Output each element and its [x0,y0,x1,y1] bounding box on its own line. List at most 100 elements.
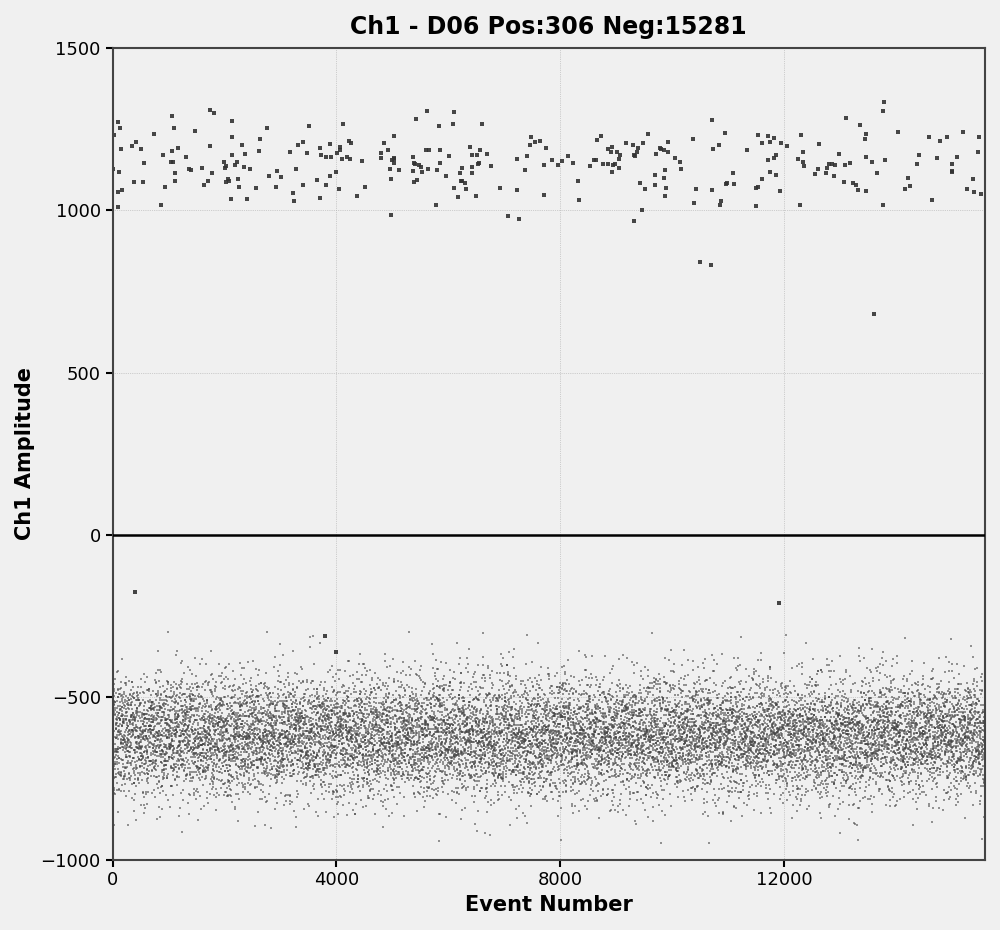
Point [811,770,827,785]
Point [158,712,174,727]
Point [250,726,266,741]
Point [291,730,307,745]
Point [890,736,906,751]
Point [346,698,362,713]
Point [350,717,366,732]
Point [895,751,911,766]
Point [166,741,182,756]
Point [764,767,780,782]
Point [215,697,231,711]
Point [890,719,906,734]
Point [971,745,987,760]
Point [172,801,188,816]
Point [495,772,511,787]
Point [763,726,779,741]
Point [807,713,823,728]
Point [158,713,174,728]
Point [222,751,238,766]
Point [723,690,739,705]
Point [941,655,957,670]
Point [850,757,866,772]
Point [423,722,439,737]
Point [326,739,342,754]
Point [505,779,521,794]
Point [591,726,607,741]
Point [262,752,278,767]
Point [388,733,404,748]
Point [767,733,783,748]
Point [340,715,356,730]
Point [300,749,316,764]
Point [292,696,308,711]
Point [121,766,137,781]
Point [891,735,907,750]
Point [957,693,973,708]
Point [219,781,235,796]
Point [684,691,700,706]
Point [608,695,624,710]
Point [458,724,474,738]
Point [685,779,701,794]
Point [880,740,896,755]
Point [605,734,621,749]
Point [503,689,519,704]
Point [401,754,417,769]
Point [271,761,287,776]
Point [545,714,561,729]
Point [265,741,281,756]
Point [294,744,310,759]
Point [218,757,234,772]
Point [380,719,396,734]
Point [944,164,960,179]
Point [241,731,257,746]
Point [605,782,621,797]
Point [474,117,490,132]
Point [237,753,253,768]
Point [627,747,643,762]
Point [805,720,821,735]
Point [324,704,340,719]
Point [404,691,420,706]
Point [683,723,699,737]
Point [153,699,169,714]
Point [155,678,171,693]
Point [338,747,354,762]
Point [690,765,706,780]
Point [655,690,671,705]
Point [557,735,573,750]
Point [848,751,864,766]
Point [446,748,462,763]
Point [540,706,556,721]
Point [544,711,560,726]
Point [688,751,704,765]
Point [773,757,789,772]
Point [209,786,225,801]
Point [613,720,629,735]
Point [519,747,535,762]
Point [202,742,218,757]
Point [869,705,885,720]
Point [639,723,655,737]
Point [641,681,657,696]
Point [457,717,473,732]
Point [677,716,693,731]
Point [918,734,934,749]
Point [682,703,698,718]
Point [416,781,432,796]
Point [649,730,665,745]
Point [492,672,508,687]
Point [240,736,256,751]
Point [208,737,224,751]
Point [324,658,340,673]
Point [760,753,776,768]
Point [424,728,440,743]
Point [681,757,697,772]
Point [672,681,688,696]
Point [199,724,215,738]
Point [310,719,326,734]
Point [274,754,290,769]
Point [171,737,187,752]
Point [684,724,700,739]
Point [235,713,251,728]
Point [695,758,711,773]
